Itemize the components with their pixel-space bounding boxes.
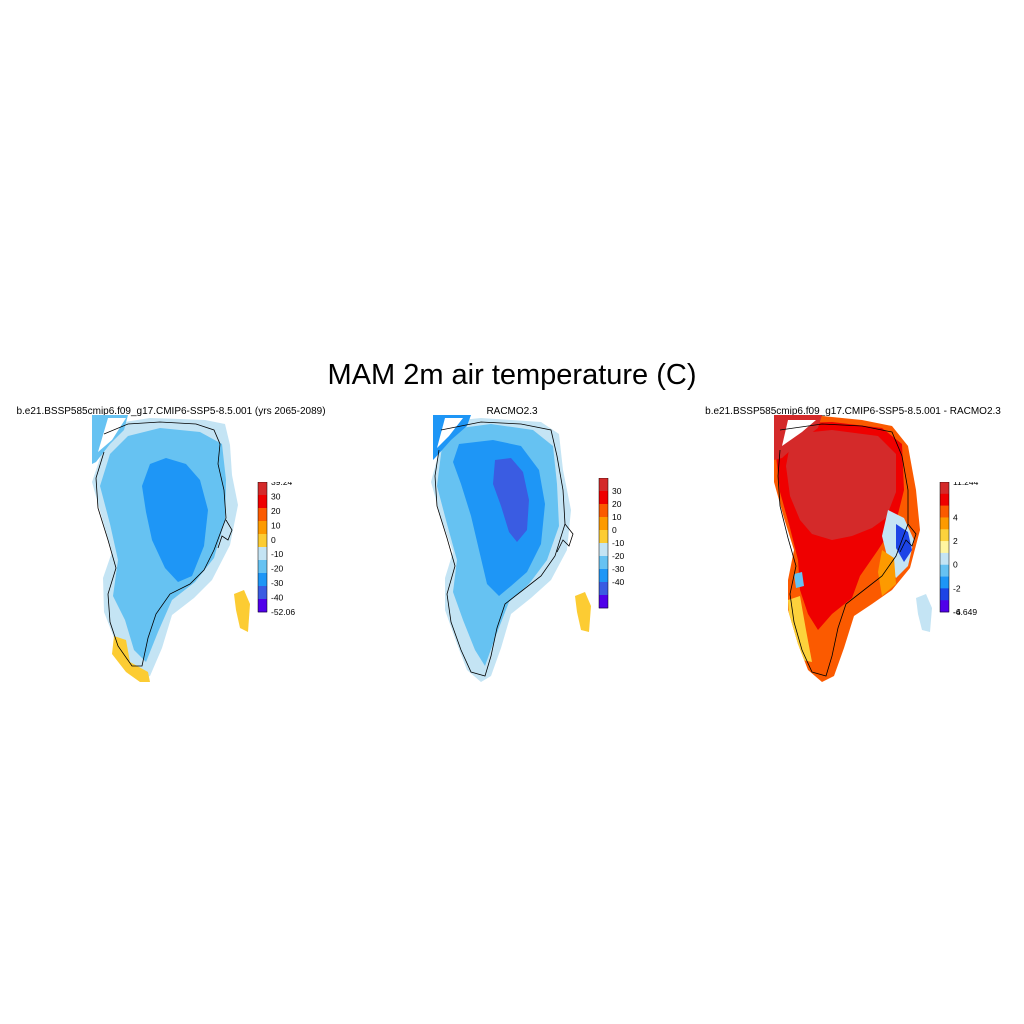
colorbar-label: 30 xyxy=(612,486,622,496)
colorbar-label: 0 xyxy=(271,535,276,545)
colorbar-swatch xyxy=(940,505,949,518)
colorbar-label: 10 xyxy=(271,520,281,530)
northwest-warm-patch xyxy=(774,415,822,460)
northwest-white-gap xyxy=(98,418,126,452)
colorbar-swatch xyxy=(599,569,608,583)
coastline xyxy=(777,423,909,677)
colorbar-swatch xyxy=(258,586,267,600)
west-coast-blue-cell xyxy=(794,572,804,588)
colorbar-swatch xyxy=(258,508,267,522)
colorbar-model: 39.24 30 20 10 0 -10 -20 -30 -40 -52.06 xyxy=(257,482,295,617)
northwest-white-gap xyxy=(782,420,816,446)
colorbar-swatch xyxy=(940,517,949,530)
coastline-detail xyxy=(556,523,574,553)
ice-sheet-inner xyxy=(142,458,208,582)
colorbar-label: 30 xyxy=(271,491,281,501)
colorbar-difference: 11.244 4 2 0 -2 -4-6.649 xyxy=(939,482,979,617)
colorbar-swatch xyxy=(599,543,608,557)
colorbar-swatch xyxy=(258,560,267,574)
colorbar-label: 4 xyxy=(953,512,958,522)
panel-difference: b.e21.BSSP585cmip6.f09_g17.CMIP6-SSP5-8.… xyxy=(682,400,1024,700)
colorbar-swatch xyxy=(599,556,608,570)
colorbar-swatch xyxy=(258,547,267,561)
colorbar-label: -52.06 xyxy=(271,607,295,617)
colorbar-labels: 39.24 30 20 10 0 -10 -20 -30 -40 -52.06 xyxy=(271,482,295,617)
diff-cold-cells xyxy=(896,524,912,562)
colorbar-swatch xyxy=(599,491,608,505)
island-warm-cells xyxy=(234,590,250,632)
diff-yellow-edge xyxy=(788,596,812,662)
island-warm-cells xyxy=(575,592,591,632)
colorbar-swatch xyxy=(599,530,608,544)
colorbar-swatch xyxy=(940,493,949,506)
colorbar-labels: 11.244 4 2 0 -2 -4-6.649 xyxy=(953,482,979,617)
colorbar-swatch xyxy=(599,478,608,492)
colorbar-label: -30 xyxy=(271,578,284,588)
panel-model: b.e21.BSSP585cmip6.f09_g17.CMIP6-SSP5-8.… xyxy=(0,400,342,700)
colorbar-swatch xyxy=(258,599,267,613)
panel-title-model: b.e21.BSSP585cmip6.f09_g17.CMIP6-SSP5-8.… xyxy=(16,406,326,417)
greenland-map-racmo xyxy=(431,415,591,682)
colorbar-label: -20 xyxy=(612,551,625,561)
colorbar-racmo: 30 20 10 0 -10 -20 -30 -40 xyxy=(598,478,625,609)
colorbar-label: -4 xyxy=(953,607,961,617)
colorbar-frame xyxy=(939,482,950,613)
northwest-white-gap xyxy=(437,418,463,448)
colorbar-swatch xyxy=(599,582,608,596)
greenland-map-model xyxy=(92,415,250,682)
colorbar-frame xyxy=(598,478,609,609)
colorbar-swatches xyxy=(939,482,950,613)
colorbar-labels: 30 20 10 0 -10 -20 -30 -40 xyxy=(612,486,625,587)
colorbar-label: 0 xyxy=(612,525,617,535)
colorbar-label: -40 xyxy=(271,593,284,603)
colorbar-swatch xyxy=(940,541,949,554)
colorbar-swatch xyxy=(258,495,267,509)
ice-sheet-core xyxy=(493,458,529,542)
colorbar-swatch xyxy=(940,588,949,601)
colorbar-swatch xyxy=(599,517,608,531)
colorbar-frame xyxy=(257,482,268,613)
colorbar-label: -10 xyxy=(271,549,284,559)
colorbar-swatches xyxy=(257,482,268,613)
panel-title-difference: b.e21.BSSP585cmip6.f09_g17.CMIP6-SSP5-8.… xyxy=(705,406,1001,417)
colorbar-label: 2 xyxy=(953,536,958,546)
island-cells xyxy=(916,594,932,632)
colorbar-swatch xyxy=(258,573,267,587)
panel-title-racmo: RACMO2.3 xyxy=(486,406,538,417)
colorbar-swatch xyxy=(940,600,949,613)
colorbar-swatch xyxy=(258,482,267,496)
colorbar-swatch xyxy=(940,564,949,577)
colorbar-label: -6.649 xyxy=(953,607,977,617)
colorbar-label: 20 xyxy=(612,499,622,509)
coast-warm-cells xyxy=(112,636,150,682)
colorbar-swatch xyxy=(940,482,949,495)
greenland-map-difference xyxy=(774,415,932,682)
colorbar-swatch xyxy=(940,552,949,566)
coastline xyxy=(434,421,566,677)
colorbar-label: -10 xyxy=(612,538,625,548)
coastline-detail xyxy=(217,519,233,549)
colorbar-swatch xyxy=(599,595,608,609)
colorbar-swatch xyxy=(258,534,267,548)
colorbar-label: 0 xyxy=(953,560,958,570)
colorbar-swatches xyxy=(598,478,609,609)
colorbar-label: -30 xyxy=(612,564,625,574)
colorbar-label: -40 xyxy=(612,577,625,587)
diff-orange-edge xyxy=(878,550,896,596)
colorbar-swatch xyxy=(940,576,949,589)
colorbar-swatch xyxy=(258,521,267,535)
colorbar-label: 10 xyxy=(612,512,622,522)
colorbar-swatch xyxy=(599,504,608,518)
main-title: MAM 2m air temperature (C) xyxy=(327,359,697,391)
colorbar-label: 11.244 xyxy=(953,482,979,487)
panel-racmo: RACMO2.3 30 20 10 0 -10 -20 -30 -40 xyxy=(341,400,683,700)
coastline-detail xyxy=(899,523,917,553)
colorbar-label: -2 xyxy=(953,583,961,593)
colorbar-label: 39.24 xyxy=(271,482,293,487)
colorbar-label: -20 xyxy=(271,564,284,574)
coastline xyxy=(95,421,227,667)
colorbar-swatch xyxy=(940,529,949,542)
diff-dark-red xyxy=(786,430,896,540)
colorbar-label: 20 xyxy=(271,506,281,516)
